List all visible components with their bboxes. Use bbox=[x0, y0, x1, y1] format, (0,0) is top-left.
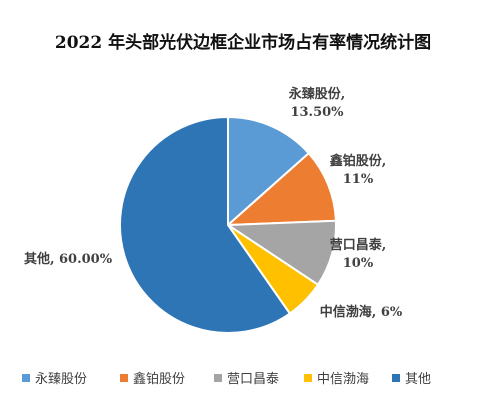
pie-slice-2 bbox=[225, 151, 337, 227]
legend-item-3: 营口昌泰 bbox=[214, 372, 279, 387]
chart-title: 2022 年头部光伏边框企业市场占有率情况统计图 bbox=[55, 32, 431, 53]
legend-label: 营口昌泰 bbox=[227, 372, 279, 387]
legend-swatch bbox=[120, 374, 128, 382]
legend-label: 永臻股份 bbox=[35, 372, 87, 387]
slice-labels: 永臻股份, 13.50% 鑫铂股份, 11% 营口昌泰, 10% 中信渤海, 6% 其他, 6… bbox=[24, 86, 403, 320]
slice-label-4: 中信渤海, 6% bbox=[320, 304, 403, 320]
legend: 永臻股份 鑫铂股份 营口昌泰 中信渤海 其他 bbox=[22, 371, 431, 387]
legend-label: 中信渤海 bbox=[317, 371, 369, 387]
legend-item-2: 鑫铂股份 bbox=[120, 371, 185, 387]
slice-label-3: 营口昌泰, 10% bbox=[330, 237, 387, 271]
legend-swatch bbox=[214, 374, 222, 382]
legend-item-5: 其他 bbox=[392, 372, 431, 387]
legend-label: 鑫铂股份 bbox=[133, 371, 185, 387]
legend-label: 其他 bbox=[405, 372, 431, 387]
legend-swatch bbox=[22, 374, 30, 382]
pie-slice-5 bbox=[119, 115, 292, 334]
pie-slice-1 bbox=[227, 115, 311, 228]
legend-swatch bbox=[304, 374, 312, 382]
slice-label-2: 鑫铂股份, 11% bbox=[329, 153, 387, 187]
legend-item-4: 中信渤海 bbox=[304, 371, 369, 387]
pie-slices bbox=[119, 115, 337, 334]
legend-swatch bbox=[392, 374, 400, 382]
legend-item-1: 永臻股份 bbox=[22, 372, 87, 387]
slice-label-5: 其他, 60.00% bbox=[24, 251, 113, 267]
slice-label-1: 永臻股份, 13.50% bbox=[288, 86, 346, 120]
